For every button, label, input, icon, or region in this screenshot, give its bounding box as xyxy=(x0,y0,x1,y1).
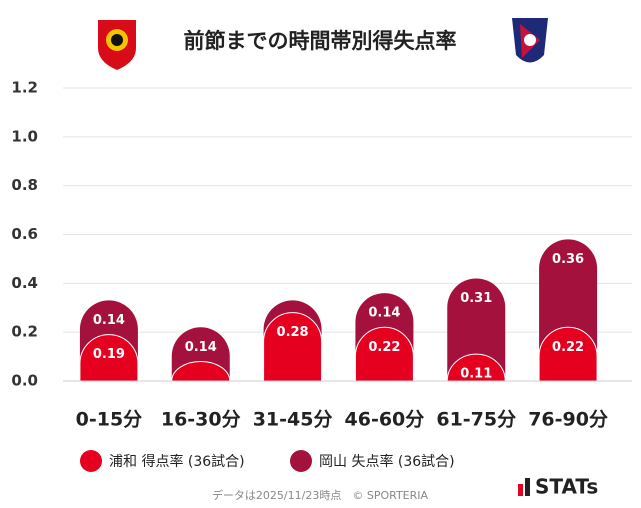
bar xyxy=(263,312,323,382)
footer: データは2025/11/23時点 © SPORTERIA xyxy=(212,488,429,502)
chart-title: 前節までの時間帯別得失点率 xyxy=(184,29,457,53)
y-tick-label: 0.6 xyxy=(11,225,38,243)
legend-marker xyxy=(290,450,312,472)
brand-logo xyxy=(518,478,530,496)
bar xyxy=(79,334,139,382)
data-label: 0.14 xyxy=(185,340,217,355)
legend-label: 岡山 失点率 (36試合) xyxy=(319,453,455,470)
legend-label: 浦和 得点率 (36試合) xyxy=(109,453,245,470)
data-label: 0.14 xyxy=(368,306,400,321)
data-label: 0.28 xyxy=(277,325,309,340)
data-label: 0.22 xyxy=(552,340,584,355)
x-tick-label: 31-45分 xyxy=(253,409,333,431)
legend-marker xyxy=(80,450,102,472)
data-label: 0.11 xyxy=(460,367,492,382)
data-label: 0.31 xyxy=(460,291,492,306)
bar xyxy=(354,326,414,382)
x-tick-label: 0-15分 xyxy=(76,409,143,431)
away-logo xyxy=(512,18,548,63)
x-tick-label: 76-90分 xyxy=(528,409,608,431)
data-label: 0.19 xyxy=(93,347,125,362)
data-label: 0.36 xyxy=(552,252,584,267)
home-logo xyxy=(98,20,136,70)
data-label: 0.22 xyxy=(368,340,400,355)
brand: STATs xyxy=(535,475,598,499)
bar xyxy=(538,326,598,382)
x-tick-label: 61-75分 xyxy=(436,409,516,431)
x-tick-label: 16-30分 xyxy=(161,409,241,431)
data-label: 0.14 xyxy=(93,313,125,328)
x-tick-label: 46-60分 xyxy=(345,409,425,431)
y-tick-label: 0.8 xyxy=(11,176,38,194)
bar xyxy=(446,353,506,382)
y-tick-label: 0.0 xyxy=(11,372,38,390)
y-tick-label: 0.2 xyxy=(11,323,38,341)
y-tick-label: 0.4 xyxy=(11,274,38,292)
bar xyxy=(171,361,231,382)
bar xyxy=(447,278,506,381)
y-tick-label: 1.0 xyxy=(11,127,38,145)
y-tick-label: 1.2 xyxy=(11,79,38,97)
